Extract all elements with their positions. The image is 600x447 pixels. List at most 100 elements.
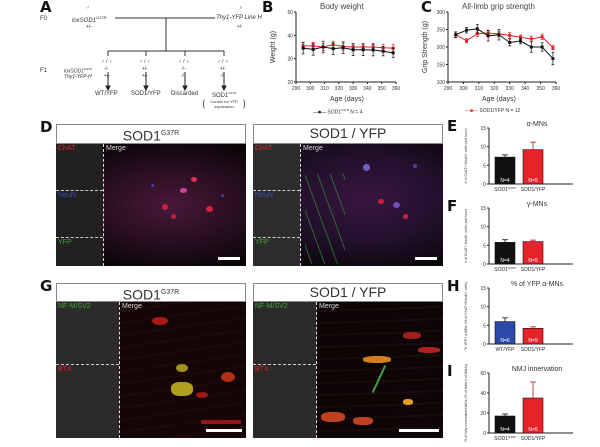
d-left-merge-image: ChAT NeuN YFP Merge	[56, 144, 246, 266]
legend-marker-red: —■—	[465, 108, 479, 114]
channel-neun: NeuN	[255, 192, 273, 199]
chart-c-xlabel: Age (days)	[482, 96, 516, 103]
offspring-4-lox: +/-	[220, 66, 226, 72]
svg-text:SOD1G37R: SOD1G37R	[494, 266, 516, 273]
svg-text:γ-MNs: γ-MNs	[527, 201, 548, 208]
panel-d-right-header: SOD1 / YFP	[253, 124, 443, 144]
svg-text:360: 360	[552, 86, 560, 92]
offspring-4-thy: -/-	[220, 73, 225, 79]
divider	[56, 190, 103, 191]
svg-text:SOD1/YFP: SOD1/YFP	[521, 347, 546, 353]
svg-text:330: 330	[349, 86, 358, 92]
svg-text:α-MNs: α-MNs	[527, 121, 548, 128]
svg-text:SOD1G37R: SOD1G37R	[494, 186, 516, 193]
svg-text:340: 340	[521, 86, 530, 92]
channel-yfp: YFP	[58, 239, 72, 246]
svg-text:SOD1G37R: SOD1G37R	[494, 435, 516, 442]
svg-text:350: 350	[378, 86, 387, 92]
svg-text:340: 340	[363, 86, 372, 92]
svg-text:15: 15	[480, 126, 486, 132]
offspring-3-thy: -/-	[181, 73, 186, 79]
channel-nfm-sv2: NF-M/SV2	[255, 303, 288, 310]
svg-text:290: 290	[444, 86, 453, 92]
g-left-channel-strip	[56, 302, 119, 438]
nmj	[403, 399, 413, 405]
chart-b-xlabel: Age (days)	[330, 96, 364, 103]
g-left-merge-image: NF-M/SV2 BTX Merge	[56, 302, 246, 438]
female-symbol: ♀	[239, 5, 243, 11]
panel-label-f: F	[447, 197, 458, 215]
svg-text:50: 50	[287, 10, 293, 16]
fiber	[201, 420, 241, 424]
breeding-lines	[105, 17, 227, 92]
svg-text:360: 360	[392, 86, 401, 92]
svg-text:300: 300	[437, 10, 446, 16]
svg-text:250: 250	[437, 28, 446, 34]
svg-text:0: 0	[483, 342, 486, 348]
offspring-4-note: Control for YFP expression	[203, 99, 245, 109]
offspring-2-lox: +/-	[142, 66, 148, 72]
svg-text:N=9: N=9	[528, 338, 538, 344]
divider	[56, 364, 119, 365]
panel-label-a: A	[40, 0, 52, 16]
channel-btx: BTX	[58, 366, 72, 373]
svg-text:SOD1/YFP: SOD1/YFP	[521, 267, 546, 273]
chart-b-plot: 20 30 40 50 290 300 310 320 330 340 350 360 Weight (…	[270, 10, 401, 92]
divider	[253, 237, 300, 238]
merge-label: Merge	[122, 303, 142, 310]
offspring-1-thy: +/-	[104, 73, 110, 79]
cell	[180, 188, 187, 193]
cell	[378, 199, 384, 204]
legend-marker-black: —■—	[313, 109, 327, 116]
svg-text:5: 5	[483, 323, 486, 329]
nmj	[221, 372, 235, 382]
chart-c-plot: 100 150 200 250 300 290 300 310 320 330 340 350 360 G…	[422, 10, 560, 92]
scale-bar	[206, 429, 242, 432]
svg-text:% YFP+ α-MNs (% of ChAT+/NeuN+: % YFP+ α-MNs (% of ChAT+/NeuN+ cells)	[464, 282, 468, 350]
svg-text:300: 300	[306, 86, 315, 92]
svg-text:10: 10	[480, 305, 486, 311]
chart-c-title: All-limb grip strength	[462, 2, 535, 11]
cell	[191, 177, 197, 182]
svg-text:N=4: N=4	[500, 258, 510, 264]
divider	[253, 190, 300, 191]
scale-bar	[415, 257, 437, 260]
nmj	[171, 382, 193, 396]
offspring-2-thy: +/-	[142, 73, 148, 79]
svg-text:0: 0	[483, 182, 486, 188]
merge-label: Merge	[106, 145, 126, 152]
chart-i-bars: NMJ innervation 0 20 40 60 % of fully innerva…	[464, 364, 573, 442]
merge-label: Merge	[319, 303, 339, 310]
cell	[151, 184, 154, 187]
yfp-axons	[305, 174, 345, 264]
svg-text:5: 5	[483, 243, 486, 249]
svg-text:10: 10	[480, 145, 486, 151]
channel-chat: ChAT	[58, 145, 76, 152]
nmj	[152, 317, 168, 325]
nmj	[353, 417, 373, 425]
offspring-4-result: SOD1G37R	[212, 91, 237, 99]
svg-text:350: 350	[536, 86, 545, 92]
panel-label-e: E	[447, 117, 458, 135]
d-left-channel-strip	[56, 144, 103, 266]
chart-e-bars: α-MNs 0 5 10 15 # of ChAT+ NeuN+ cells (ant.h…	[464, 121, 573, 193]
scale-bar	[218, 257, 240, 260]
svg-text:0: 0	[483, 431, 486, 437]
cell	[162, 204, 168, 210]
panel-label-h: H	[447, 277, 460, 295]
svg-text:N=6: N=6	[500, 338, 510, 344]
chart-c-legend: —■— SOD1/YFP N = 12	[465, 108, 521, 114]
generation-f1: F1	[40, 68, 48, 74]
svg-text:15: 15	[480, 286, 486, 292]
svg-text:300: 300	[459, 86, 468, 92]
chart-h-bars: % of YFP α-MNs 0 5 10 15 % YFP+ α-MNs (% of C…	[464, 281, 573, 353]
svg-text:20: 20	[287, 80, 293, 86]
svg-text:310: 310	[320, 86, 329, 92]
chart-b-legend: —■— SOD1G37R N = 4	[313, 108, 363, 116]
divider	[316, 302, 317, 438]
nmj	[321, 412, 345, 422]
svg-text:N=5: N=5	[528, 258, 538, 264]
divider	[56, 237, 103, 238]
merge-label: Merge	[303, 145, 323, 152]
svg-text:40: 40	[287, 33, 293, 39]
